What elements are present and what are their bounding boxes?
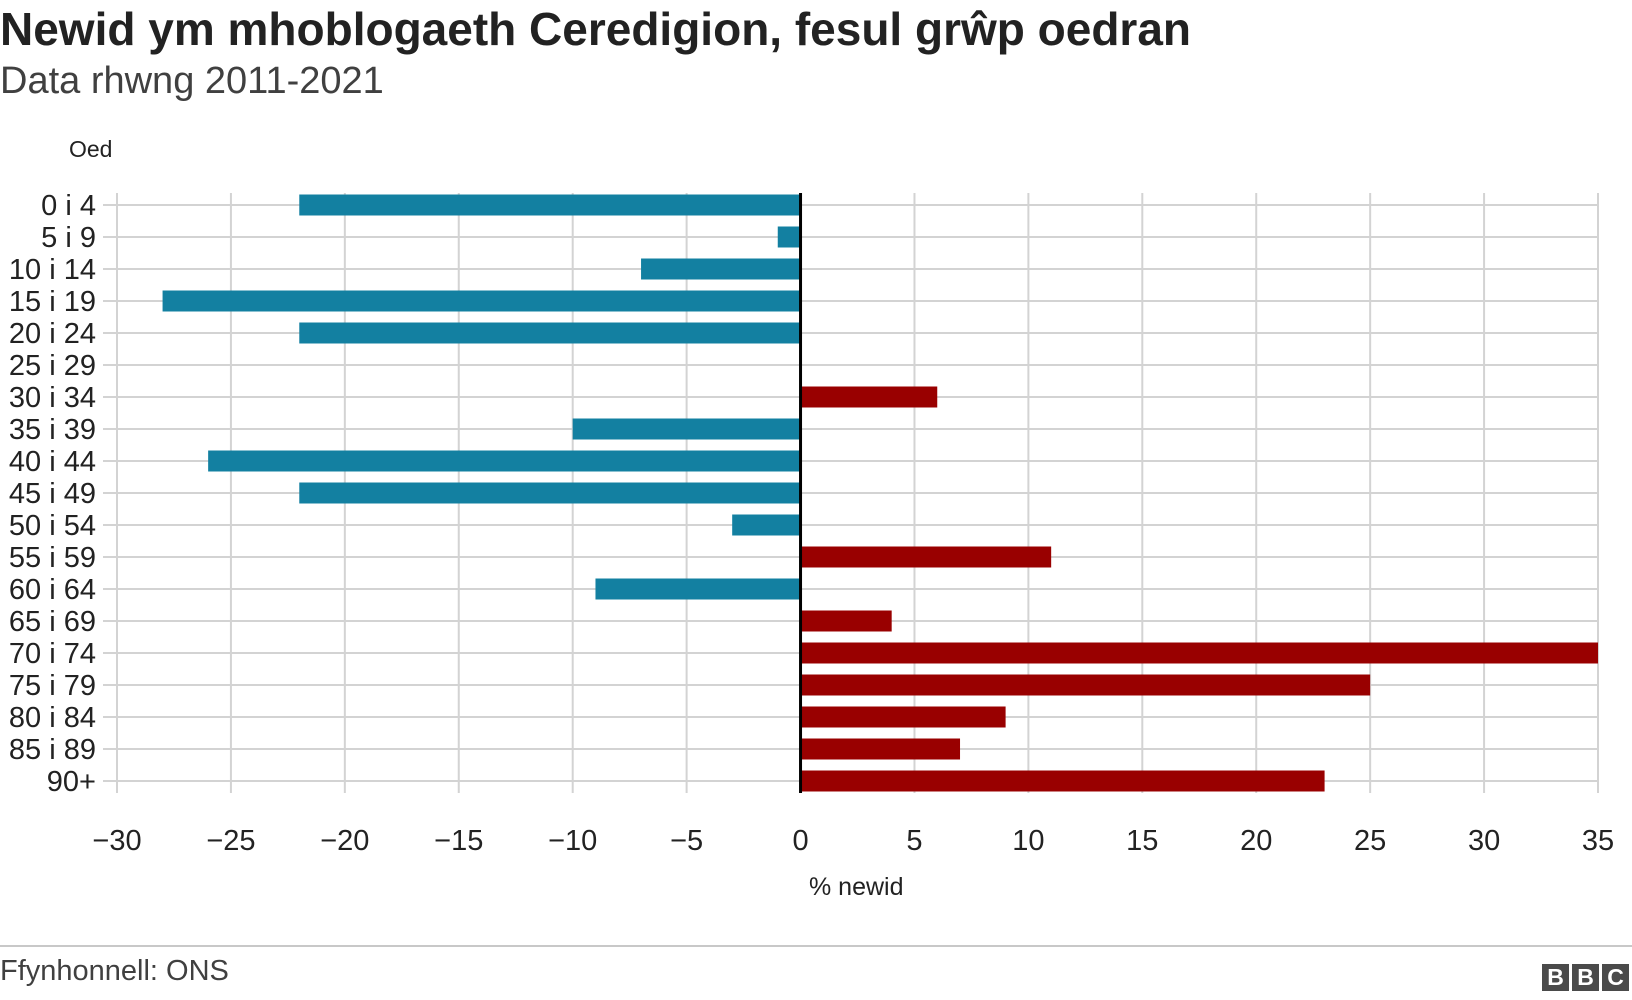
bar xyxy=(641,258,801,280)
x-tick-label: 35 xyxy=(1582,825,1614,857)
y-tick-label: 45 i 49 xyxy=(9,478,96,510)
y-tick-label: 40 i 44 xyxy=(9,446,96,478)
x-tick-label: −20 xyxy=(320,825,369,857)
y-tick-label: 30 i 34 xyxy=(9,382,96,414)
y-tick-label: 25 i 29 xyxy=(9,350,96,382)
bar xyxy=(800,738,961,760)
x-tick-label: 20 xyxy=(1240,825,1272,857)
y-tick-label: 90+ xyxy=(47,766,96,798)
bar xyxy=(299,194,801,216)
x-tick-label: 25 xyxy=(1354,825,1386,857)
bar xyxy=(208,450,801,472)
y-tick-label: 10 i 14 xyxy=(9,254,96,286)
y-tick-label: 55 i 59 xyxy=(9,542,96,574)
bar xyxy=(800,546,1052,568)
y-tick-label: 80 i 84 xyxy=(9,702,96,734)
x-tick-label: −30 xyxy=(92,825,141,857)
x-tick-label: −15 xyxy=(434,825,483,857)
bars xyxy=(162,194,1598,792)
y-tick-label: 50 i 54 xyxy=(9,510,96,542)
bar xyxy=(800,610,892,632)
y-tick-label: 5 i 9 xyxy=(41,222,96,254)
bar xyxy=(732,514,801,536)
bar xyxy=(800,642,1598,664)
x-axis-title: % newid xyxy=(809,873,904,901)
x-tick-label: 30 xyxy=(1468,825,1500,857)
y-tick-label: 75 i 79 xyxy=(9,670,96,702)
logo-letter: C xyxy=(1602,964,1629,991)
footer-divider xyxy=(0,945,1632,947)
bar xyxy=(777,226,801,248)
bar xyxy=(800,706,1006,728)
chart-subtitle: Data rhwng 2011-2021 xyxy=(0,60,384,102)
logo-letter: B xyxy=(1542,964,1569,991)
y-tick-label: 65 i 69 xyxy=(9,606,96,638)
y-tick-label: 15 i 19 xyxy=(9,286,96,318)
bbc-logo: B B C xyxy=(1542,964,1629,991)
bar xyxy=(572,418,801,440)
y-tick-label: 85 i 89 xyxy=(9,734,96,766)
y-tick-label: 35 i 39 xyxy=(9,414,96,446)
x-tick-label: −5 xyxy=(670,825,703,857)
x-tick-label: −10 xyxy=(548,825,597,857)
bar xyxy=(299,322,801,344)
y-axis-title: Oed xyxy=(69,136,112,162)
x-tick-label: 15 xyxy=(1126,825,1158,857)
y-tick-label: 70 i 74 xyxy=(9,638,96,670)
y-tick-label: 0 i 4 xyxy=(41,190,96,222)
x-tick-label: 5 xyxy=(906,825,922,857)
bar xyxy=(800,674,1371,696)
x-tick-label: 0 xyxy=(792,825,808,857)
bar xyxy=(299,482,801,504)
source-note: Ffynhonnell: ONS xyxy=(0,955,229,987)
bar xyxy=(595,578,801,600)
y-tick-label: 20 i 24 xyxy=(9,318,96,350)
bar xyxy=(800,386,938,408)
x-tick-label: 10 xyxy=(1012,825,1044,857)
x-tick-label: −25 xyxy=(206,825,255,857)
y-tick-label: 60 i 64 xyxy=(9,574,96,606)
bar xyxy=(162,290,801,312)
bar xyxy=(800,770,1325,792)
logo-letter: B xyxy=(1572,964,1599,991)
chart-title: Newid ym mhoblogaeth Ceredigion, fesul g… xyxy=(0,3,1192,55)
